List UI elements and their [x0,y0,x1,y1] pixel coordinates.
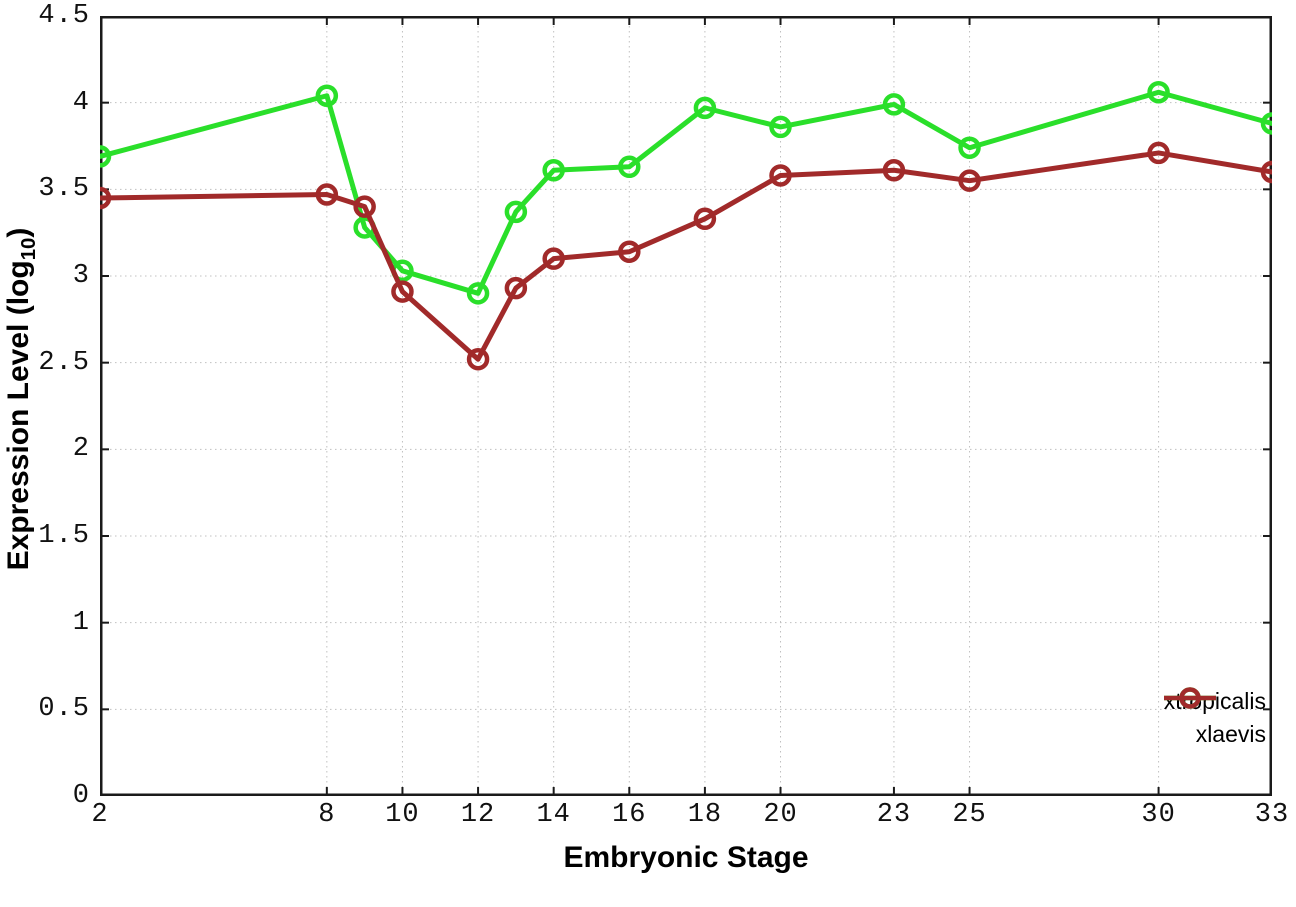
y-tick-label: 0.5 [38,694,90,725]
point-xlaevis-18 [693,207,717,231]
x-axis-title: Embryonic Stage [563,841,809,874]
x-tick-label: 2 [91,800,109,830]
x-tick-label: 25 [952,800,987,830]
point-xtropicalis-25 [958,136,981,159]
point-xlaevis-13 [504,276,528,300]
point-xlaevis-10 [391,280,414,303]
point-xlaevis-12 [466,347,490,371]
legend-label: xlaevis [1195,721,1266,747]
point-xlaevis-8 [315,183,339,206]
point-xtropicalis-18 [693,96,717,120]
y-tick-label: 3 [72,261,90,291]
y-tick-label: 2 [72,434,90,465]
y-tick-label: 4 [72,87,90,118]
legend-swatch-xlaevis [1163,687,1216,709]
y-tick-label: 0 [72,781,90,811]
y-tick-label: 4.5 [38,1,90,31]
point-xtropicalis-20 [769,115,792,139]
plot-canvas [100,16,1272,796]
plot-area: xtropicalis xlaevis [100,16,1272,796]
series-line-xlaevis [100,150,1272,362]
series-line-xtropicalis [100,89,1272,296]
point-xtropicalis-12 [466,282,490,305]
point-xlaevis-25 [958,169,981,192]
x-tick-label: 16 [612,800,647,830]
point-xlaevis-9 [353,195,376,218]
point-xtropicalis-13 [504,200,528,224]
x-tick-label: 8 [318,800,336,830]
point-xtropicalis-8 [315,84,339,107]
y-axis-title-subscript: 10 [18,237,40,261]
point-xtropicalis-30 [1147,81,1170,104]
point-xlaevis-16 [618,240,641,263]
point-xtropicalis-14 [542,159,565,182]
point-xtropicalis-16 [618,155,641,179]
point-xlaevis-20 [769,164,792,187]
x-tick-label: 23 [876,800,912,830]
point-xlaevis-33 [1260,160,1272,184]
x-tick-label: 30 [1141,800,1176,830]
legend-item-xlaevis: xlaevis [1163,687,1266,751]
x-tick-label: 18 [687,800,723,830]
point-xtropicalis-2 [100,145,112,168]
point-xlaevis-2 [100,186,112,210]
x-tick-label: 10 [385,800,420,830]
point-xlaevis-30 [1147,141,1170,165]
y-tick-label: 1.5 [38,521,90,551]
y-tick-label: 3.5 [38,174,90,205]
y-tick-label: 1 [72,607,90,638]
point-xtropicalis-23 [882,93,906,116]
point-xlaevis-23 [882,159,906,182]
y-axis-title: Expression Level (log10) [2,139,44,659]
x-tick-label: 33 [1254,800,1290,830]
y-tick-label: 2.5 [38,347,90,378]
y-axis-title-suffix: ) [2,227,35,238]
plot-border [100,16,1272,796]
x-tick-label: 20 [763,800,798,830]
legend-marker [1178,687,1201,709]
x-tick-label: 14 [536,800,571,830]
point-xlaevis-14 [542,247,565,270]
x-tick-label: 12 [460,800,496,830]
point-xtropicalis-33 [1260,112,1272,135]
legend: xtropicalis xlaevis [1163,685,1266,751]
